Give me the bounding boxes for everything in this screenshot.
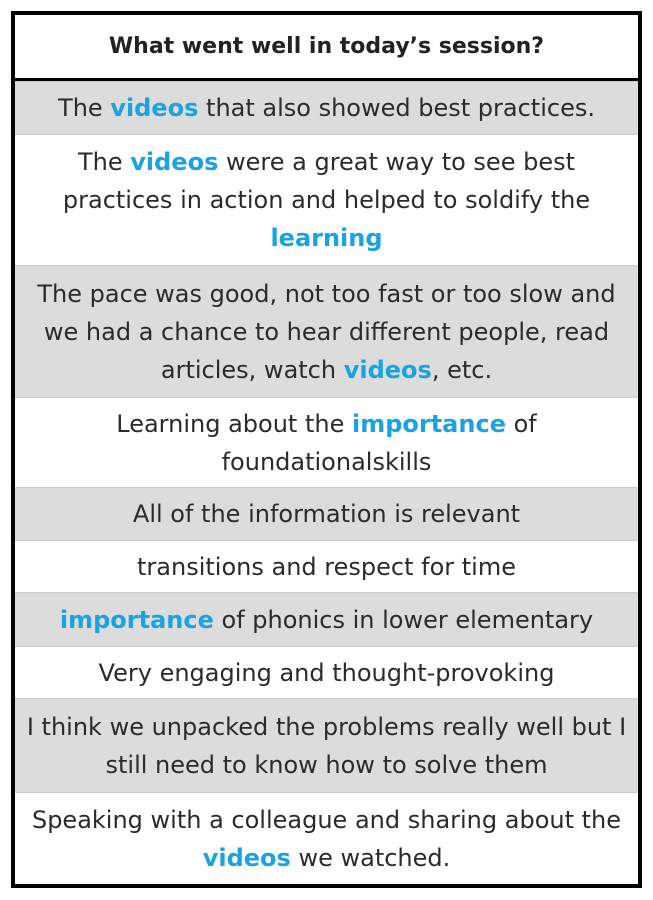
row-text: I think we unpacked the problems really …: [25, 708, 628, 784]
feedback-table: What went well in today’s session? The v…: [11, 11, 642, 888]
row-text: The videos were a great way to see best …: [25, 143, 628, 257]
table-row: transitions and respect for time: [15, 540, 638, 592]
row-text: The pace was good, not too fast or too s…: [25, 275, 628, 389]
row-text: Very engaging and thought-provoking: [99, 654, 555, 692]
row-text-segment: The pace was good, not too fast or too s…: [37, 279, 616, 384]
highlighted-keyword: videos: [110, 94, 199, 122]
row-text-segment: Speaking with a colleague and sharing ab…: [31, 805, 622, 834]
row-text: transitions and respect for time: [137, 548, 516, 586]
row-text: importance of phonics in lower elementar…: [60, 601, 593, 639]
table-row: Speaking with a colleague and sharing ab…: [15, 792, 638, 884]
row-text: Learning about the importance of foundat…: [25, 405, 628, 481]
highlighted-keyword: importance: [351, 409, 506, 438]
table-title: What went well in today’s session?: [108, 34, 545, 59]
table-row: I think we unpacked the problems really …: [15, 698, 638, 792]
table-row: Learning about the importance of foundat…: [15, 397, 638, 487]
table-row: The videos that also showed best practic…: [15, 81, 638, 134]
row-text-segment: transitions and respect for time: [137, 552, 516, 581]
row-text: All of the information is relevant: [133, 495, 520, 533]
row-text: Speaking with a colleague and sharing ab…: [25, 801, 628, 877]
highlighted-keyword: learning: [270, 224, 383, 252]
row-text-segment: The: [58, 94, 111, 122]
table-header: What went well in today’s session?: [15, 15, 638, 81]
table-row: importance of phonics in lower elementar…: [15, 592, 638, 646]
row-text-segment: of phonics in lower elementary: [213, 605, 594, 634]
highlighted-keyword: videos: [202, 843, 291, 872]
row-text-segment: that also showed best practices.: [198, 94, 595, 122]
highlighted-keyword: importance: [59, 605, 214, 634]
row-text-segment: of foundationalskills: [221, 409, 537, 476]
table-row: The videos were a great way to see best …: [15, 134, 638, 265]
table-row: The pace was good, not too fast or too s…: [15, 265, 638, 397]
highlighted-keyword: videos: [130, 148, 219, 176]
table-row: All of the information is relevant: [15, 487, 638, 540]
row-text-segment: Learning about the: [116, 409, 352, 438]
row-text-segment: Very engaging and thought-provoking: [98, 658, 555, 687]
row-text-segment: were a great way to see best practices i…: [62, 148, 591, 214]
row-text-segment: , etc.: [431, 355, 493, 384]
row-text-segment: The: [77, 148, 131, 176]
row-text-segment: I think we unpacked the problems really …: [26, 712, 627, 779]
row-text: The videos that also showed best practic…: [58, 89, 595, 127]
row-text-segment: All of the information is relevant: [132, 500, 521, 528]
table-row: Very engaging and thought-provoking: [15, 646, 638, 698]
highlighted-keyword: videos: [343, 355, 432, 384]
row-text-segment: we watched.: [290, 843, 451, 872]
